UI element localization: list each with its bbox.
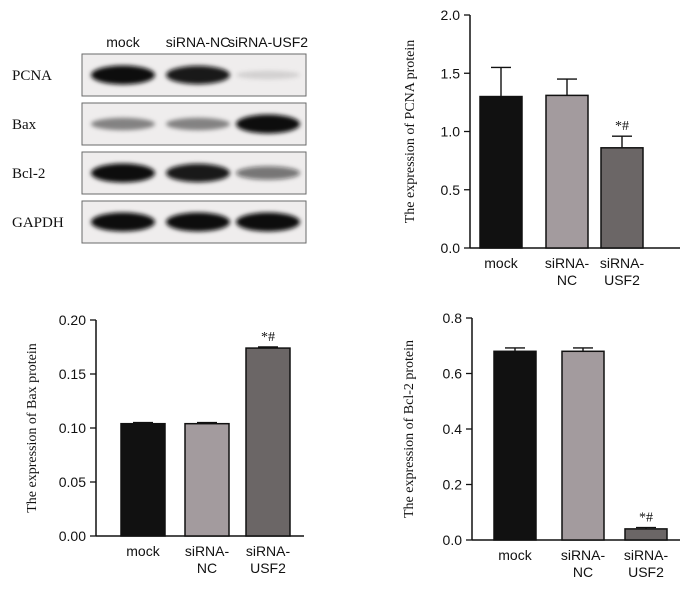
- x-tick-label: mock: [126, 543, 160, 559]
- blot-band: [166, 163, 230, 183]
- pcna-expression-chart: 0.0 0.5 1.0 1.5 2.0 The expression of PCNA pr…: [403, 7, 680, 288]
- bax-expression-chart: 0.00 0.05 0.10 0.15 0.20 The expression of Ba…: [25, 312, 304, 576]
- lane-label: siRNA-NC: [166, 34, 231, 50]
- y-tick-label: 0.6: [443, 366, 463, 382]
- y-tick-label: 0.0: [441, 240, 461, 256]
- y-tick-label: 0.5: [441, 182, 461, 198]
- y-tick-label: 1.5: [441, 65, 461, 81]
- y-axis-label: The expression of Bcl-2 protein: [402, 340, 417, 518]
- protein-label: Bcl-2: [12, 166, 45, 182]
- protein-label: GAPDH: [12, 215, 64, 231]
- y-axis-label: The expression of Bax protein: [25, 343, 40, 513]
- bar: [545, 94, 589, 249]
- y-tick-label: 1.0: [441, 124, 461, 140]
- lane-label: mock: [106, 34, 140, 50]
- blot-band: [91, 117, 155, 131]
- y-tick-label: 0.15: [59, 366, 86, 382]
- y-tick-label: 0.2: [443, 477, 463, 493]
- x-tick-label: siRNA-NC: [561, 547, 606, 580]
- y-tick-label: 0.05: [59, 474, 86, 490]
- y-tick-label: 2.0: [441, 7, 461, 23]
- blot-band: [166, 212, 230, 232]
- y-tick-label: 0.10: [59, 420, 86, 436]
- protein-label: PCNA: [12, 68, 52, 84]
- x-tick-label: mock: [498, 547, 532, 563]
- blot-band: [91, 212, 155, 232]
- blot-band: [236, 70, 300, 80]
- blot-band: [236, 114, 300, 134]
- y-tick-label: 0.0: [443, 532, 463, 548]
- bcl2-expression-chart: 0.0 0.2 0.4 0.6 0.8 The expression of Bcl-2 p…: [402, 310, 680, 580]
- y-tick-label: 0.00: [59, 528, 86, 544]
- blot-band: [236, 212, 300, 232]
- blot-band: [166, 117, 230, 131]
- significance-label: *#: [639, 511, 653, 526]
- y-axis-label: The expression of PCNA protein: [403, 40, 418, 224]
- blot-band: [166, 65, 230, 85]
- significance-label: *#: [615, 119, 629, 134]
- bar: [120, 422, 166, 537]
- bar: [600, 147, 644, 249]
- bar: [624, 528, 668, 541]
- y-tick-label: 0.8: [443, 310, 463, 326]
- blot-band: [91, 65, 155, 85]
- bar: [184, 422, 230, 537]
- protein-label: Bax: [12, 117, 37, 133]
- bar: [479, 95, 523, 249]
- x-tick-label: siRNA-NC: [545, 255, 590, 288]
- x-tick-label: mock: [484, 255, 518, 271]
- y-tick-label: 0.20: [59, 312, 86, 328]
- x-tick-label: siRNA-USF2: [624, 547, 669, 580]
- bar: [493, 350, 537, 541]
- lane-label: siRNA-USF2: [228, 34, 308, 50]
- y-tick-label: 0.4: [443, 421, 463, 437]
- bar: [245, 347, 291, 537]
- bar: [561, 350, 605, 541]
- x-tick-label: siRNA-USF2: [600, 255, 645, 288]
- x-tick-label: siRNA-USF2: [246, 543, 291, 576]
- significance-label: *#: [261, 330, 275, 345]
- x-tick-label: siRNA-NC: [185, 543, 230, 576]
- blot-band: [236, 166, 300, 180]
- blot-band: [91, 163, 155, 183]
